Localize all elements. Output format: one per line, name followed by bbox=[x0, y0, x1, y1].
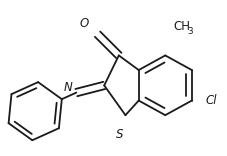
Text: O: O bbox=[79, 17, 88, 30]
Text: 3: 3 bbox=[188, 27, 193, 36]
Text: Cl: Cl bbox=[205, 94, 217, 107]
Text: CH: CH bbox=[173, 20, 190, 33]
Text: S: S bbox=[116, 128, 124, 141]
Text: N: N bbox=[64, 81, 73, 94]
